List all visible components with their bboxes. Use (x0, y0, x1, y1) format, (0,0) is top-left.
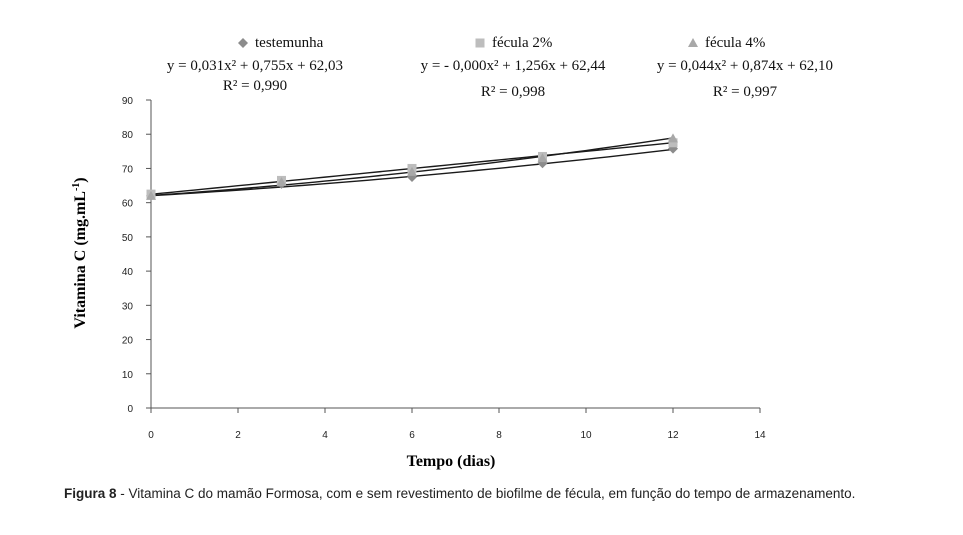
x-tick-label: 8 (496, 430, 502, 441)
x-tick-label: 2 (235, 430, 241, 441)
data-point-series-3 (146, 190, 156, 200)
x-tick-label: 4 (322, 430, 328, 441)
y-axis-label: Vitamina C (mg.mL-1) (71, 177, 89, 328)
y-tick-label: 10 (122, 370, 134, 381)
figure-caption: Figura 8 - Vitamina C do mamão Formosa, … (64, 486, 944, 502)
x-tick-label: 14 (754, 430, 766, 441)
data-point-series-3 (276, 177, 287, 187)
y-tick-label: 20 (122, 336, 134, 347)
y-tick-label: 70 (122, 164, 134, 175)
x-tick-label: 12 (667, 430, 679, 441)
legend-marker-1 (238, 38, 248, 48)
axes: 0 10 20 30 40 50 60 70 80 90 0 2 4 6 8 10 12 14 (122, 96, 766, 441)
equation-3: y = 0,044x² + 0,874x + 62,10 (657, 58, 833, 74)
r-squared-3: R² = 0,997 (713, 84, 778, 100)
equation-2: y = - 0,000x² + 1,256x + 62,44 (421, 58, 606, 74)
y-tick-label: 40 (122, 267, 134, 278)
legend-label-2: fécula 2% (492, 35, 552, 51)
r-squared-1: R² = 0,990 (223, 78, 287, 94)
y-tick-label: 0 (127, 404, 133, 415)
equation-1: y = 0,031x² + 0,755x + 62,03 (167, 58, 343, 74)
data-point-series-2 (668, 138, 678, 148)
legend: testemunha fécula 2% fécula 4% (238, 35, 765, 51)
figure-caption-text: - Vitamina C do mamão Formosa, com e sem… (116, 486, 856, 501)
x-tick-label: 0 (148, 430, 154, 441)
y-tick-label: 80 (122, 130, 134, 141)
data-point-series-3 (537, 153, 548, 163)
x-tick-label: 10 (580, 430, 592, 441)
legend-label-3: fécula 4% (705, 35, 765, 51)
x-axis-label: Tempo (dias) (407, 453, 496, 470)
y-tick-label: 30 (122, 301, 134, 312)
x-tick-label: 6 (409, 430, 415, 441)
data-points (146, 133, 678, 201)
legend-marker-2 (475, 38, 485, 48)
legend-marker-3 (688, 38, 698, 47)
data-point-series-3 (668, 133, 678, 143)
y-tick-label: 90 (122, 96, 134, 107)
fit-equations: y = 0,031x² + 0,755x + 62,03 R² = 0,990 y … (167, 58, 833, 100)
vitamin-c-chart: testemunha fécula 2% fécula 4% y = 0,031x²… (71, 35, 833, 470)
data-point-series-3 (407, 166, 417, 176)
y-tick-label: 50 (122, 233, 134, 244)
r-squared-2: R² = 0,998 (481, 84, 545, 100)
legend-label-1: testemunha (255, 35, 324, 51)
figure-caption-label: Figura 8 (64, 486, 117, 501)
y-tick-label: 60 (122, 199, 134, 210)
